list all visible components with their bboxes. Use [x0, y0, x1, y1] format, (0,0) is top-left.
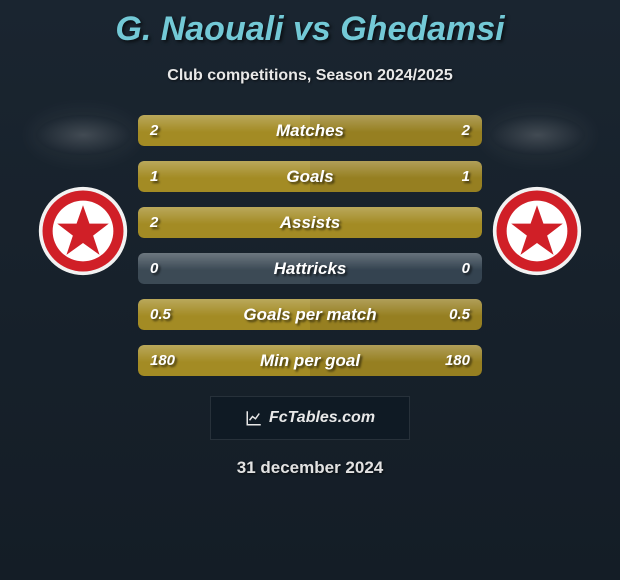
chart-icon — [245, 409, 263, 427]
bar-right-fill — [310, 161, 482, 192]
stat-row: Matches22 — [138, 115, 482, 146]
bar-right-fill — [310, 345, 482, 376]
left-player-column — [28, 115, 138, 277]
left-club-logo — [37, 185, 129, 277]
brand-text: FcTables.com — [269, 409, 375, 427]
bar-left-fill — [138, 207, 482, 238]
left-player-silhouette — [36, 115, 131, 155]
comparison-subtitle: Club competitions, Season 2024/2025 — [0, 67, 620, 85]
bar-right-empty — [310, 253, 482, 284]
brand-badge: FcTables.com — [210, 396, 410, 440]
right-club-logo — [491, 185, 583, 277]
stat-row: Goals per match0.50.5 — [138, 299, 482, 330]
stat-row: Min per goal180180 — [138, 345, 482, 376]
stat-row: Hattricks00 — [138, 253, 482, 284]
bar-left-fill — [138, 115, 310, 146]
bar-left-fill — [138, 299, 310, 330]
bar-left-fill — [138, 161, 310, 192]
snapshot-date: 31 december 2024 — [0, 458, 620, 478]
right-player-silhouette — [490, 115, 585, 155]
right-player-column — [482, 115, 592, 277]
bar-left-empty — [138, 253, 310, 284]
stat-bars: Matches22 Goals11 Assists2 Hattricks00 Goals… — [138, 115, 482, 376]
stat-row: Goals11 — [138, 161, 482, 192]
bar-right-fill — [310, 115, 482, 146]
bar-right-fill — [310, 299, 482, 330]
stat-row: Assists2 — [138, 207, 482, 238]
bar-left-fill — [138, 345, 310, 376]
comparison-content: Matches22 Goals11 Assists2 Hattricks00 Goals… — [0, 115, 620, 376]
comparison-title: G. Naouali vs Ghedamsi — [0, 0, 620, 49]
